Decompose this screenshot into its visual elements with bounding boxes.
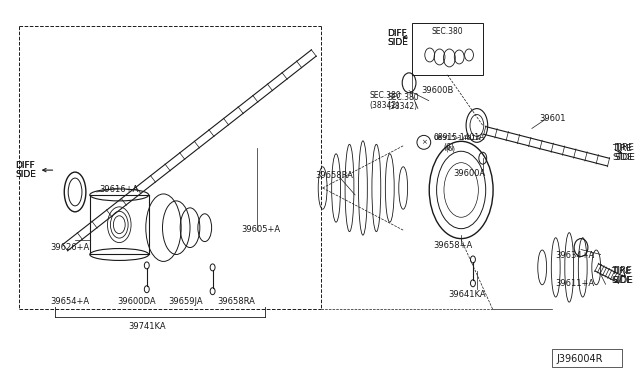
Text: 39659JA: 39659JA	[168, 296, 203, 306]
Text: 39600B: 39600B	[421, 86, 453, 95]
Text: 39641KA: 39641KA	[449, 290, 486, 299]
Text: ×: ×	[421, 140, 427, 145]
Ellipse shape	[145, 262, 149, 269]
Text: SIDE: SIDE	[15, 170, 36, 179]
Text: SIDE: SIDE	[387, 38, 408, 46]
Text: 39605+A: 39605+A	[241, 225, 280, 234]
Text: 39741KA: 39741KA	[128, 323, 166, 331]
Text: TIRE
SIDE: TIRE SIDE	[612, 266, 634, 285]
Ellipse shape	[210, 288, 215, 295]
Text: (6): (6)	[444, 143, 454, 152]
Text: SIDE: SIDE	[612, 153, 634, 162]
Text: 39658RA: 39658RA	[316, 171, 354, 180]
Text: SEC.380
(38342): SEC.380 (38342)	[370, 91, 401, 110]
Text: SIDE: SIDE	[15, 170, 36, 179]
Text: SIDE: SIDE	[387, 38, 408, 46]
Text: TIRE: TIRE	[612, 144, 632, 153]
Text: 08915-1401A: 08915-1401A	[434, 133, 485, 142]
Text: DIFF: DIFF	[387, 29, 407, 38]
Text: 08915-1401A: 08915-1401A	[434, 135, 481, 141]
Text: 39658RA: 39658RA	[218, 296, 255, 306]
Text: 39658+A: 39658+A	[434, 241, 473, 250]
Text: DIFF: DIFF	[15, 161, 35, 170]
Ellipse shape	[210, 264, 215, 271]
Text: 39600DA: 39600DA	[117, 296, 156, 306]
Ellipse shape	[145, 286, 149, 293]
Text: 39601: 39601	[540, 114, 566, 123]
Text: 39634+A: 39634+A	[556, 251, 595, 260]
Text: DIFF: DIFF	[15, 161, 35, 170]
Text: 39654+A: 39654+A	[51, 296, 90, 306]
Text: TIRE: TIRE	[611, 267, 631, 276]
Text: 39626+A: 39626+A	[51, 243, 90, 252]
Text: SEC.380: SEC.380	[387, 93, 419, 102]
Text: DIFF: DIFF	[387, 29, 407, 38]
Text: (38342): (38342)	[387, 102, 418, 111]
Text: SIDE: SIDE	[611, 276, 632, 285]
Text: 39600A: 39600A	[453, 169, 486, 177]
Text: (6): (6)	[445, 145, 456, 151]
Text: 39611+A: 39611+A	[556, 279, 595, 288]
Text: 39616+A: 39616+A	[100, 186, 139, 195]
Text: SEC.380: SEC.380	[431, 27, 463, 36]
Text: J396004R: J396004R	[556, 354, 603, 364]
Ellipse shape	[470, 280, 476, 287]
Text: TIRE
SIDE: TIRE SIDE	[614, 142, 636, 162]
Ellipse shape	[470, 256, 476, 263]
